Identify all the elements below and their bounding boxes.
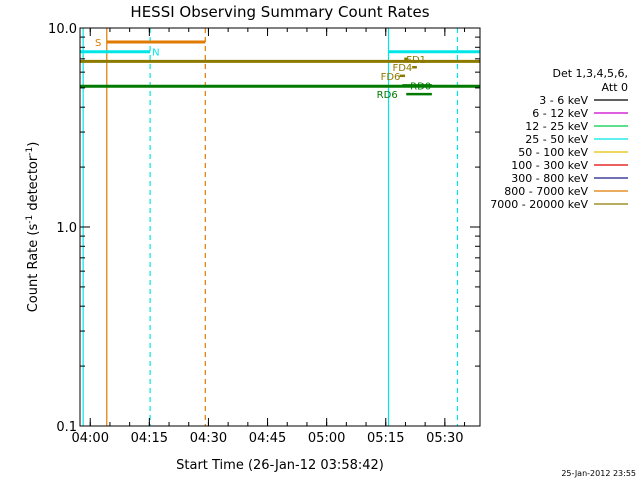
x-tick-label-1: 04:15 [131, 431, 168, 446]
legend-header-1: Att 0 [602, 81, 628, 94]
flag-label-0: S [95, 38, 101, 49]
ylabel-mid: detector [26, 155, 41, 215]
x-tick-label-0: 04:00 [72, 431, 109, 446]
chart-title: HESSI Observing Summary Count Rates [130, 3, 429, 21]
y-tick-label-0: 10.0 [48, 22, 77, 37]
x-tick-label-2: 04:30 [190, 431, 227, 446]
x-tick-label-6: 05:30 [426, 431, 463, 446]
x-axis-label: Start Time (26-Jan-12 03:58:42) [176, 458, 384, 473]
ylabel-main: Count Rate (s [26, 224, 41, 313]
legend-label-1: 6 - 12 keV [532, 107, 588, 120]
legend-label-2: 12 - 25 keV [525, 120, 588, 133]
timestamp: 25-Jan-2012 23:55 [561, 469, 636, 478]
legend-label-7: 800 - 7000 keV [504, 185, 588, 198]
legend-label-0: 3 - 6 keV [539, 94, 588, 107]
x-tick-label-4: 05:00 [308, 431, 345, 446]
legend-label-3: 25 - 50 keV [525, 133, 588, 146]
axis-tick-labels: 04:00 04:15 04:30 04:45 05:00 05:15 05:30 10.0 1… [48, 22, 464, 446]
legend-label-8: 7000 - 20000 keV [490, 198, 588, 211]
legend-label-6: 300 - 800 keV [511, 172, 588, 185]
y-axis-label: Count Rate (s-1 detector-1) [25, 142, 41, 313]
axis-ticks [80, 28, 480, 427]
x-tick-label-3: 04:45 [249, 431, 286, 446]
ylabel-end: ) [26, 142, 41, 147]
x-tick-label-5: 05:15 [367, 431, 404, 446]
y-tick-label-1: 1.0 [56, 221, 77, 236]
y-tick-label-2: 0.1 [56, 420, 77, 435]
flag-label-1: N [152, 48, 159, 59]
flag-label-2: FD1 [406, 55, 426, 66]
ylabel-sup1: -1 [25, 215, 35, 224]
flag-label-6: RD6 [377, 90, 398, 101]
legend-label-5: 100 - 300 keV [511, 159, 588, 172]
series-layer [80, 28, 480, 426]
legend-header-0: Det 1,3,4,5,6, [552, 67, 628, 80]
flag-label-3: FD4 [392, 63, 412, 74]
legend-label-4: 50 - 100 keV [518, 146, 588, 159]
ylabel-sup2: -1 [25, 147, 35, 156]
flag-label-4: FD6 [381, 72, 401, 83]
flag-label-5: RD0 [410, 81, 431, 92]
